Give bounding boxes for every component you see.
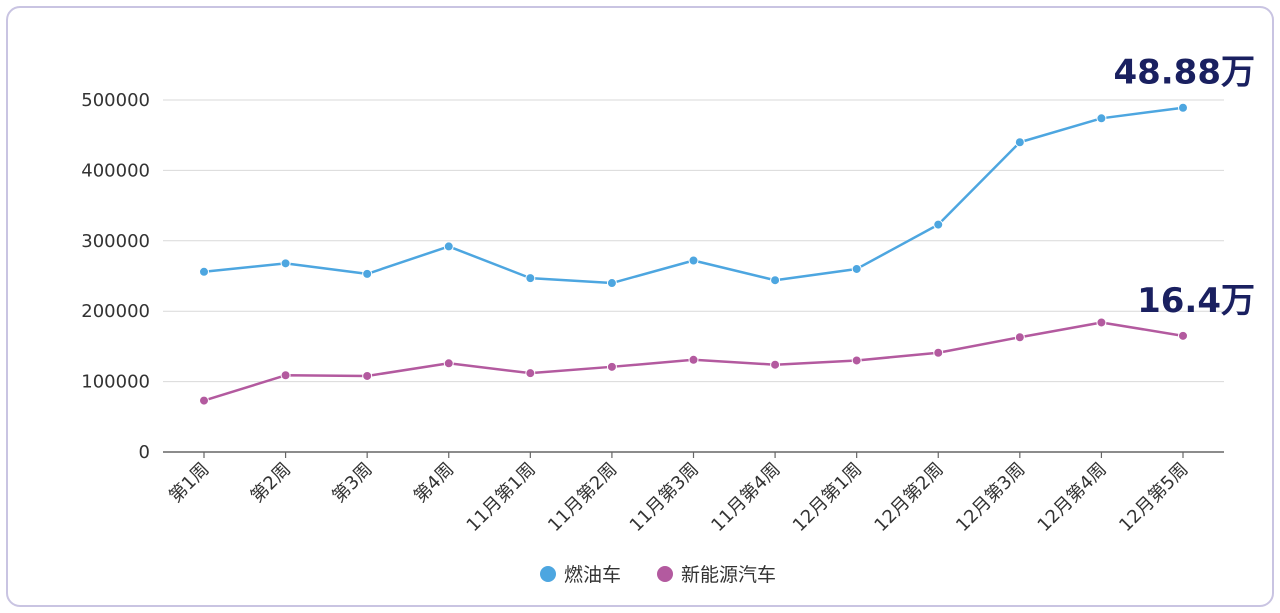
annotations: 48.88万 16.4万 — [1113, 53, 1255, 321]
x-tick-label: 第4周 — [410, 459, 458, 507]
x-axis: 第1周 第2周 第3周 第4周 11月第1周 11月第2周 11月第3周 11月第4周 12月第… — [163, 451, 1224, 536]
data-point — [280, 258, 291, 269]
y-tick-label: 400000 — [81, 160, 150, 181]
legend-marker — [540, 566, 556, 582]
chart-frame — [6, 6, 1274, 607]
legend: 燃油车 新能源汽车 — [540, 564, 776, 586]
x-tick-label: 第1周 — [165, 459, 213, 507]
data-point — [443, 241, 454, 252]
x-tick-label: 12月第1周 — [789, 459, 866, 536]
data-point — [770, 275, 781, 286]
data-point — [362, 370, 373, 381]
y-tick-label: 200000 — [81, 301, 150, 322]
data-point — [933, 219, 944, 230]
x-tick-label: 12月第2周 — [870, 459, 947, 536]
x-tick-label: 12月第3周 — [952, 459, 1029, 536]
data-point — [1096, 113, 1107, 124]
series-group — [199, 102, 1188, 406]
data-point — [443, 358, 454, 369]
x-tick-label: 11月第2周 — [544, 459, 621, 536]
data-point — [606, 361, 617, 372]
data-point — [688, 255, 699, 266]
data-point — [1014, 137, 1025, 148]
grid-lines — [163, 99, 1224, 383]
data-point — [851, 355, 862, 366]
x-tick-label: 12月第4周 — [1034, 459, 1111, 536]
data-point — [280, 370, 291, 381]
y-tick-label: 300000 — [81, 231, 150, 252]
x-tick-label: 11月第1周 — [463, 459, 540, 536]
data-point — [770, 359, 781, 370]
x-tick-label: 11月第3周 — [626, 459, 703, 536]
data-point — [1178, 102, 1188, 113]
y-tick-label: 0 — [139, 442, 150, 463]
x-tick-label: 第3周 — [328, 459, 376, 507]
data-point — [199, 395, 209, 406]
data-point — [851, 263, 862, 274]
x-tick-label: 11月第4周 — [707, 459, 784, 536]
legend-label: 新能源汽车 — [681, 564, 776, 586]
data-point — [362, 268, 373, 279]
x-tick-label: 第2周 — [247, 459, 295, 507]
data-point — [199, 266, 209, 277]
data-point — [933, 347, 944, 358]
series-end-annotation: 48.88万 — [1113, 53, 1255, 93]
data-point — [606, 278, 617, 289]
data-point — [525, 273, 536, 284]
legend-label: 燃油车 — [564, 564, 621, 586]
data-point — [1014, 332, 1025, 343]
data-point — [525, 368, 536, 379]
series-end-annotation: 16.4万 — [1137, 281, 1255, 321]
data-point — [688, 354, 699, 365]
x-tick-label: 12月第5周 — [1115, 459, 1192, 536]
y-tick-label: 100000 — [81, 372, 150, 393]
data-point — [1178, 330, 1188, 341]
legend-marker — [657, 566, 673, 582]
y-tick-label: 500000 — [81, 90, 150, 111]
y-axis: 0 100000 200000 300000 400000 500000 — [81, 90, 150, 463]
data-point — [1096, 317, 1107, 328]
